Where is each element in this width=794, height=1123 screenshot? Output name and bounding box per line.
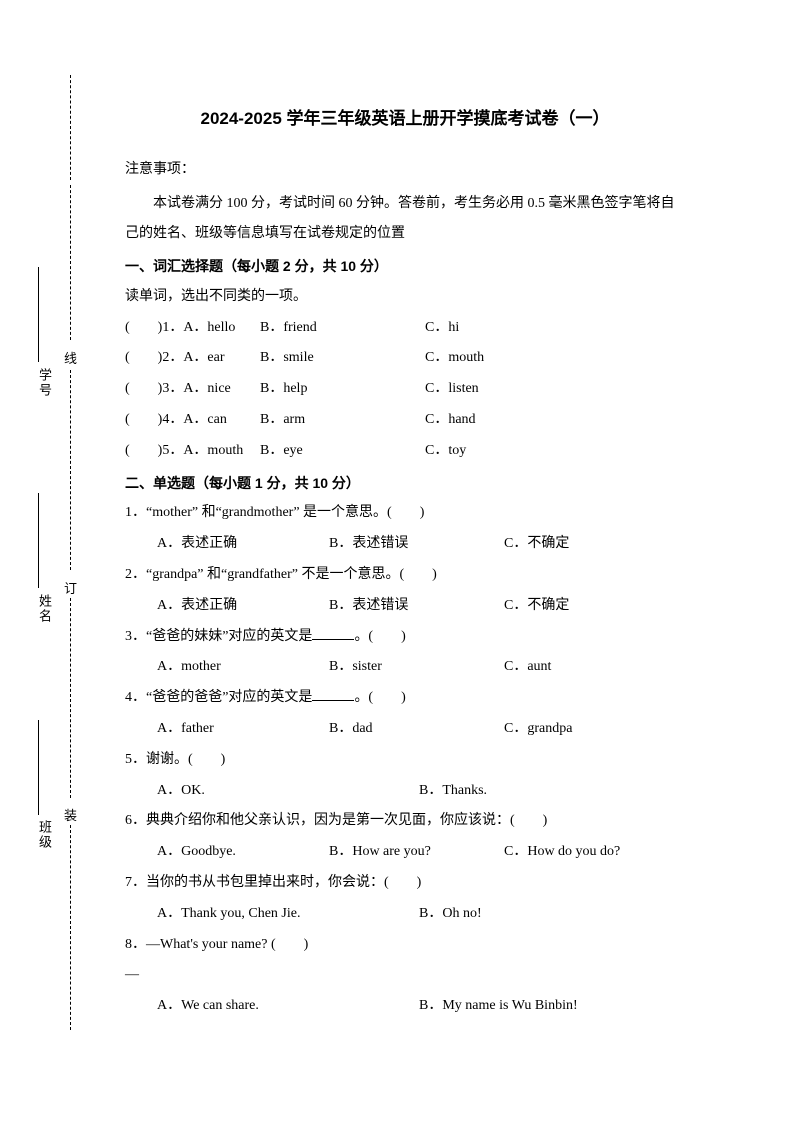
exam-content: 2024-2025 学年三年级英语上册开学摸底考试卷（一） 注意事项： 本试卷满…: [125, 100, 685, 1022]
option-a: A．mother: [157, 652, 329, 683]
blank: [312, 687, 354, 701]
vocab-option-c: C．mouth: [425, 343, 565, 374]
margin-char-xian: 线: [64, 348, 77, 367]
vocab-option-c: C．hi: [425, 313, 565, 344]
options-row: A．OK. B．Thanks.: [125, 776, 685, 807]
q4-post: 。( ): [354, 690, 405, 705]
vocab-option-b: B．help: [260, 374, 425, 405]
options-row: A．father B．dad C．grandpa: [125, 714, 685, 745]
vocab-option-b: B．arm: [260, 405, 425, 436]
notice-label: 注意事项：: [125, 155, 685, 186]
margin-label-id: 学号: [35, 368, 54, 398]
notice-text: 本试卷满分 100 分，考试时间 60 分钟。答卷前，考生务必用 0.5 毫米黑…: [125, 189, 685, 248]
option-b: B．Oh no!: [419, 899, 619, 930]
options-row: A．表述正确 B．表述错误 C．不确定: [125, 591, 685, 622]
margin-dash-line: [70, 825, 71, 1030]
option-c: C．不确定: [504, 529, 644, 560]
question-8-dash: —: [125, 960, 685, 991]
question-5: 5．谢谢。( ): [125, 745, 685, 776]
question-3: 3．“爸爸的妹妹”对应的英文是 。( ): [125, 622, 685, 653]
option-a: A．表述正确: [157, 529, 329, 560]
options-row: A．表述正确 B．表述错误 C．不确定: [125, 529, 685, 560]
vocab-option-c: C．toy: [425, 436, 565, 467]
margin-char-ding: 订: [64, 578, 77, 597]
option-c: C．grandpa: [504, 714, 644, 745]
question-6: 6．典典介绍你和他父亲认识，因为是第一次见面，你应该说：( ): [125, 806, 685, 837]
q3-post: 。( ): [354, 629, 405, 644]
margin-blank-id: [38, 267, 39, 362]
option-a: A．Goodbye.: [157, 837, 329, 868]
option-a: A．father: [157, 714, 329, 745]
blank: [312, 626, 354, 640]
option-c: C．How do you do?: [504, 837, 644, 868]
option-a: A．OK.: [157, 776, 419, 807]
vocab-option-c: C．listen: [425, 374, 565, 405]
section1-header: 一、词汇选择题（每小题 2 分，共 10 分）: [125, 251, 685, 282]
option-a: A．Thank you, Chen Jie.: [157, 899, 419, 930]
options-row: A．mother B．sister C．aunt: [125, 652, 685, 683]
q4-pre: 4．“爸爸的爸爸”对应的英文是: [125, 690, 312, 705]
vocab-item: ( )1．A．hello B．friend C．hi: [125, 313, 685, 344]
option-b: B．sister: [329, 652, 504, 683]
option-a: A．表述正确: [157, 591, 329, 622]
vocab-option-c: C．hand: [425, 405, 565, 436]
vocab-option-b: B．eye: [260, 436, 425, 467]
margin-dash-line: [70, 185, 71, 340]
option-b: B．Thanks.: [419, 776, 619, 807]
option-b: B．表述错误: [329, 591, 504, 622]
vocab-option-a: ( )1．A．hello: [125, 313, 260, 344]
option-c: C．aunt: [504, 652, 644, 683]
option-b: B．My name is Wu Binbin!: [419, 991, 619, 1022]
vocab-option-a: ( )2．A．ear: [125, 343, 260, 374]
question-4: 4．“爸爸的爸爸”对应的英文是 。( ): [125, 683, 685, 714]
margin-blank-class: [38, 720, 39, 815]
section1-instruction: 读单词，选出不同类的一项。: [125, 282, 685, 313]
options-row: A．Goodbye. B．How are you? C．How do you d…: [125, 837, 685, 868]
margin-dash-line: [70, 75, 71, 180]
option-a: A．We can share.: [157, 991, 419, 1022]
vocab-item: ( )5．A．mouth B．eye C．toy: [125, 436, 685, 467]
vocab-option-a: ( )3．A．nice: [125, 374, 260, 405]
margin-char-zhuang: 装: [64, 805, 77, 824]
section2-header: 二、单选题（每小题 1 分，共 10 分）: [125, 468, 685, 499]
margin-dash-line: [70, 598, 71, 798]
option-b: B．表述错误: [329, 529, 504, 560]
question-2: 2．“grandpa” 和“grandfather” 不是一个意思。( ): [125, 560, 685, 591]
vocab-option-a: ( )4．A．can: [125, 405, 260, 436]
margin-dash-line: [70, 370, 71, 570]
q3-pre: 3．“爸爸的妹妹”对应的英文是: [125, 629, 312, 644]
exam-title: 2024-2025 学年三年级英语上册开学摸底考试卷（一）: [125, 100, 685, 137]
option-b: B．How are you?: [329, 837, 504, 868]
vocab-option-b: B．friend: [260, 313, 425, 344]
vocab-item: ( )2．A．ear B．smile C．mouth: [125, 343, 685, 374]
options-row: A．Thank you, Chen Jie. B．Oh no!: [125, 899, 685, 930]
question-1: 1．“mother” 和“grandmother” 是一个意思。( ): [125, 498, 685, 529]
vocab-item: ( )3．A．nice B．help C．listen: [125, 374, 685, 405]
binding-margin: 班级 线 姓名 订 学号 装: [0, 0, 110, 1123]
margin-label-name: 姓名: [35, 594, 54, 624]
option-b: B．dad: [329, 714, 504, 745]
option-c: C．不确定: [504, 591, 644, 622]
vocab-option-a: ( )5．A．mouth: [125, 436, 260, 467]
question-7: 7．当你的书从书包里掉出来时，你会说：( ): [125, 868, 685, 899]
margin-blank-name: [38, 493, 39, 588]
question-8: 8．—What's your name? ( ): [125, 930, 685, 961]
vocab-item: ( )4．A．can B．arm C．hand: [125, 405, 685, 436]
options-row: A．We can share. B．My name is Wu Binbin!: [125, 991, 685, 1022]
margin-label-class: 班级: [35, 820, 54, 850]
vocab-option-b: B．smile: [260, 343, 425, 374]
